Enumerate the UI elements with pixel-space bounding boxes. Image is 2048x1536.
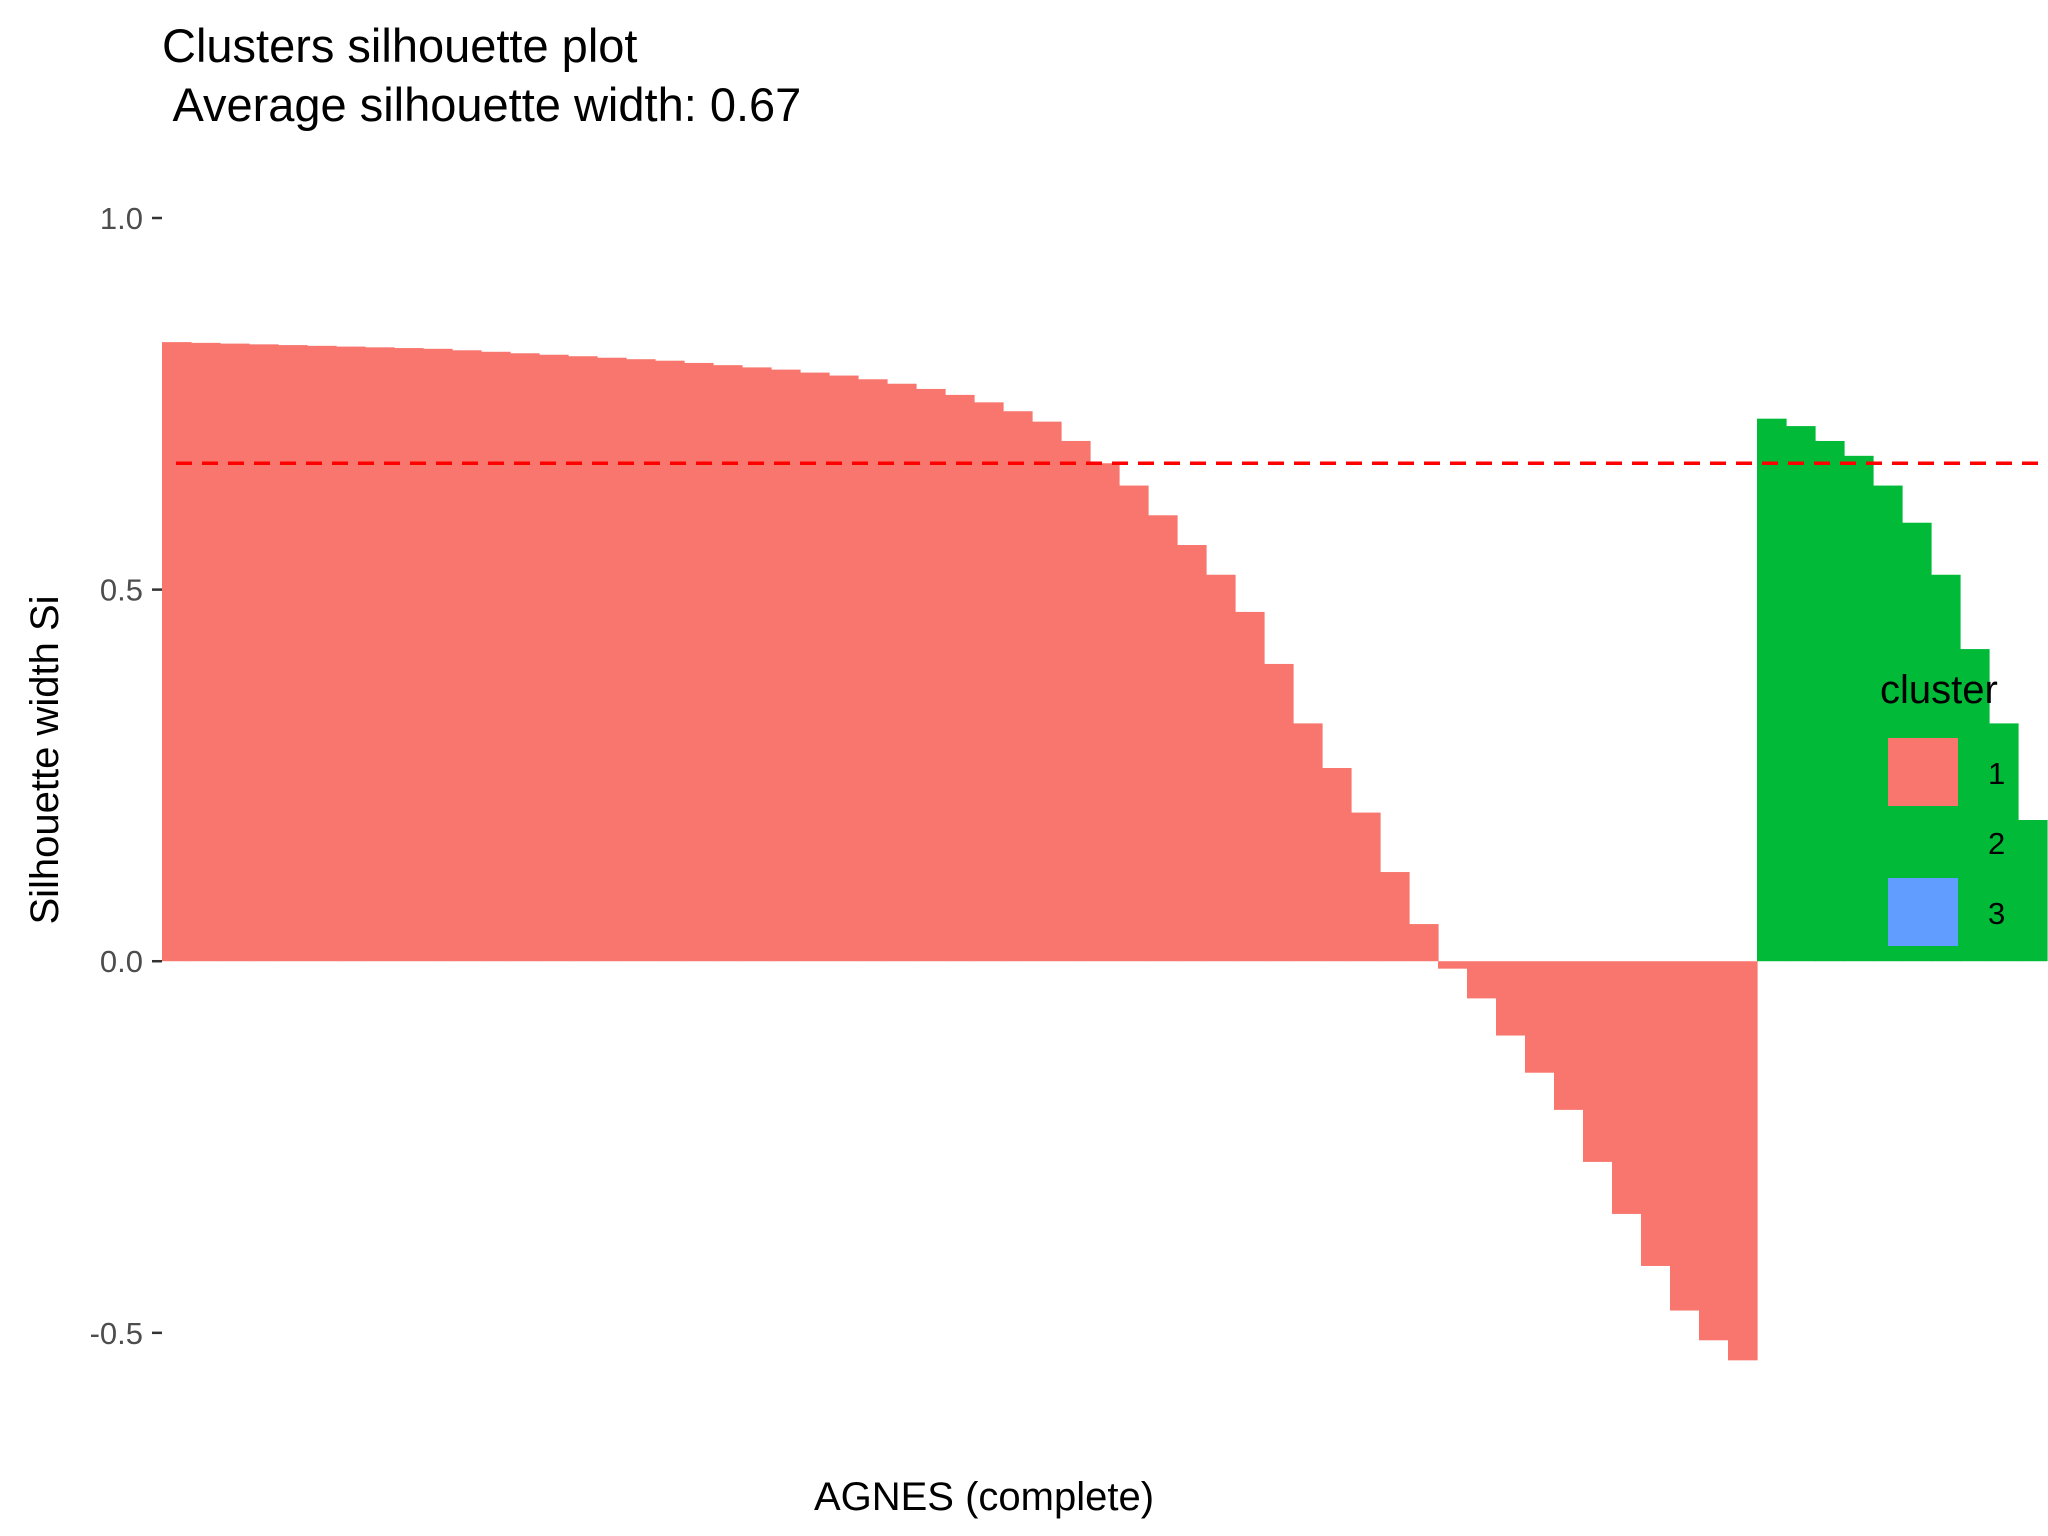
silhouette-bar-cluster-1	[365, 347, 395, 962]
silhouette-bar-cluster-1	[858, 379, 888, 962]
silhouette-bar-cluster-1	[1583, 961, 1613, 1162]
silhouette-bar-cluster-1	[945, 394, 975, 962]
silhouette-bar-cluster-1	[1496, 961, 1526, 1036]
legend-title: cluster	[1880, 668, 1998, 712]
silhouette-bar-cluster-1	[771, 369, 801, 962]
silhouette-bar-cluster-1	[191, 342, 221, 962]
silhouette-bar-cluster-2	[1960, 649, 1990, 962]
silhouette-bar-cluster-1	[307, 345, 337, 962]
silhouette-bar-cluster-2	[1844, 455, 1874, 962]
silhouette-bar-cluster-1	[713, 365, 743, 962]
silhouette-bar-cluster-1	[655, 360, 685, 962]
legend-key-2	[1888, 808, 1958, 876]
silhouette-bar-cluster-1	[1264, 663, 1294, 962]
silhouette-bar-cluster-1	[1206, 574, 1236, 962]
silhouette-bar-cluster-1	[249, 344, 279, 962]
silhouette-bar-cluster-1	[336, 346, 366, 962]
silhouette-bar-cluster-1	[1670, 961, 1700, 1311]
silhouette-bar-cluster-1	[829, 375, 859, 962]
silhouette-bar-cluster-1	[1235, 611, 1265, 962]
y-tick-label: -0.5	[90, 1316, 143, 1351]
silhouette-bar-cluster-1	[1728, 961, 1758, 1361]
silhouette-bar-cluster-2	[1815, 440, 1845, 962]
x-axis-title: AGNES (complete)	[814, 1475, 1154, 1519]
silhouette-bar-cluster-1	[974, 402, 1004, 962]
y-tick-label: 0.5	[100, 573, 143, 608]
y-tick-label: 0.0	[100, 944, 143, 979]
silhouette-bar-cluster-2	[1786, 426, 1816, 962]
silhouette-bar-cluster-1	[1351, 812, 1381, 962]
silhouette-bar-cluster-1	[162, 342, 192, 962]
legend-label-3: 3	[1988, 896, 2005, 931]
silhouette-bar-cluster-1	[1525, 961, 1555, 1073]
legend-key-1	[1888, 738, 1958, 806]
silhouette-bar-cluster-1	[220, 343, 250, 962]
silhouette-bar-cluster-1	[1119, 485, 1149, 962]
legend-label-1: 1	[1988, 756, 2005, 791]
legend-key-3	[1888, 878, 1958, 946]
silhouette-bar-cluster-2	[1757, 418, 1787, 962]
silhouette-bar-cluster-1	[1699, 961, 1729, 1341]
silhouette-bar-cluster-1	[626, 359, 656, 962]
y-tick-label: 1.0	[100, 201, 143, 236]
silhouette-bar-cluster-1	[1148, 515, 1178, 962]
silhouette-bar-cluster-1	[1061, 440, 1091, 962]
silhouette-bar-cluster-1	[1293, 723, 1323, 962]
silhouette-bar-cluster-1	[1322, 767, 1352, 962]
silhouette-bar-cluster-1	[1003, 411, 1033, 962]
silhouette-bar-cluster-1	[916, 388, 946, 962]
silhouette-bar-cluster-1	[800, 372, 830, 962]
silhouette-bar-cluster-1	[423, 348, 453, 962]
plot-area	[162, 342, 2048, 1361]
silhouette-bar-cluster-1	[481, 351, 511, 962]
silhouette-bar-cluster-1	[887, 383, 917, 962]
silhouette-bar-cluster-1	[684, 362, 714, 962]
silhouette-bar-cluster-1	[510, 353, 540, 962]
silhouette-bar-cluster-1	[1438, 961, 1468, 969]
silhouette-bar-cluster-1	[568, 356, 598, 962]
legend: cluster 1 2 3	[1880, 668, 2005, 946]
silhouette-bar-cluster-1	[278, 345, 308, 962]
y-axis: 1.0 0.5 0.0 -0.5	[90, 201, 162, 1351]
silhouette-bar-cluster-1	[1641, 961, 1671, 1266]
chart-title: Clusters silhouette plot	[162, 19, 637, 72]
legend-label-2: 2	[1988, 826, 2005, 861]
silhouette-bar-cluster-1	[452, 350, 482, 962]
silhouette-bar-cluster-1	[394, 348, 424, 962]
silhouette-bar-cluster-1	[1612, 961, 1642, 1214]
silhouette-bar-cluster-1	[1554, 961, 1584, 1110]
silhouette-bar-cluster-1	[1409, 924, 1439, 962]
y-axis-title: Silhouette width Si	[23, 595, 67, 924]
silhouette-bar-cluster-1	[742, 367, 772, 962]
silhouette-bar-cluster-1	[597, 357, 627, 962]
silhouette-bar-cluster-1	[1177, 545, 1207, 962]
silhouette-bar-cluster-1	[1090, 463, 1120, 962]
chart-subtitle: Average silhouette width: 0.67	[162, 78, 801, 131]
silhouette-bar-cluster-1	[539, 354, 569, 962]
silhouette-bar-cluster-2	[2018, 820, 2048, 962]
silhouette-bar-cluster-1	[1467, 961, 1497, 999]
silhouette-bar-cluster-1	[1380, 872, 1410, 962]
silhouette-bar-cluster-2	[1989, 723, 2019, 962]
silhouette-bar-cluster-1	[1032, 421, 1062, 962]
